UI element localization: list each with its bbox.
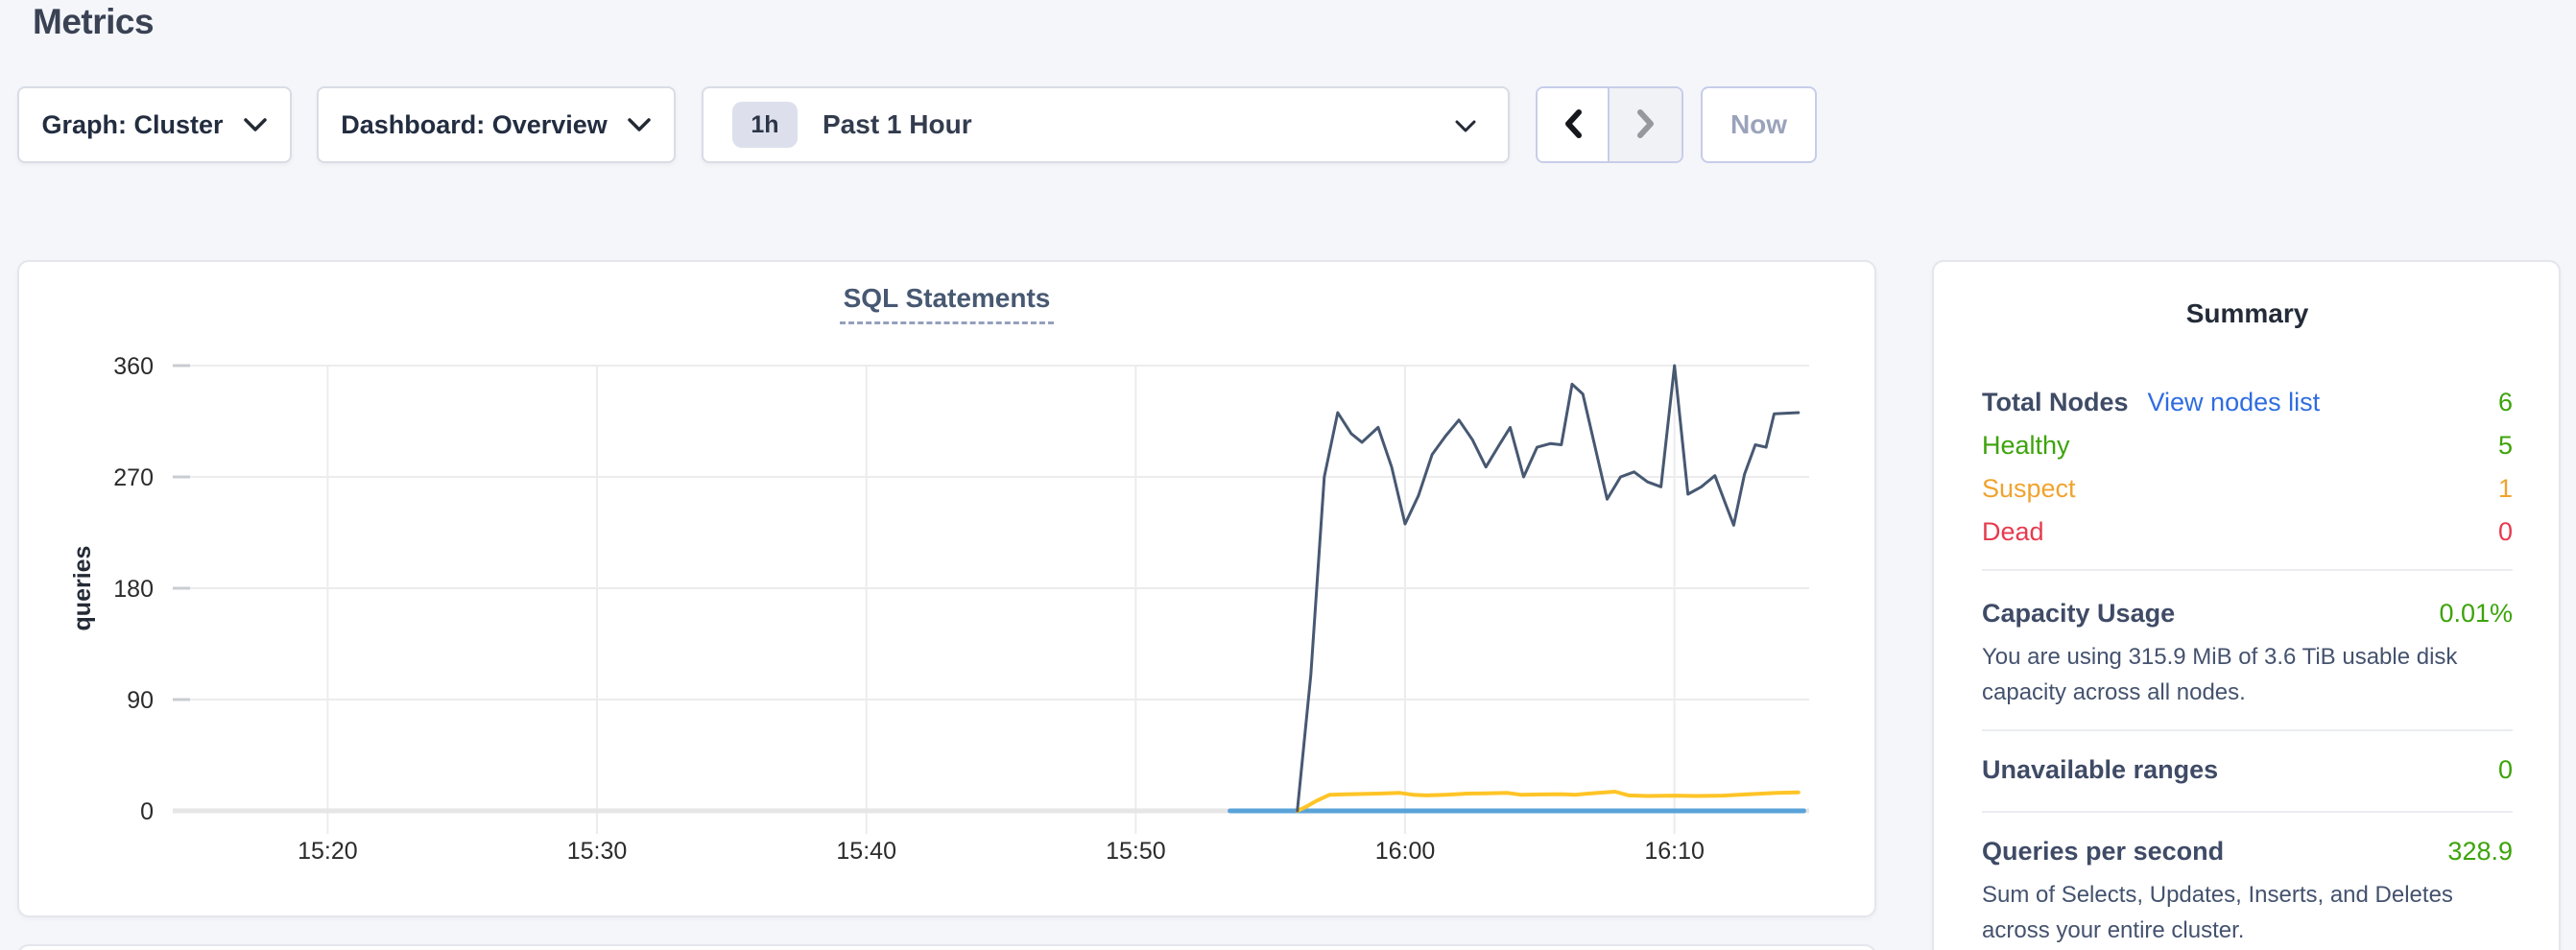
capacity-usage-label: Capacity Usage: [1982, 599, 2176, 628]
next-window-button[interactable]: [1610, 88, 1682, 161]
now-button[interactable]: Now: [1701, 86, 1817, 163]
svg-text:15:20: 15:20: [298, 838, 358, 865]
capacity-usage-description: You are using 315.9 MiB of 3.6 TiB usabl…: [1982, 644, 2458, 705]
dashboard-dropdown-label: Dashboard: Overview: [341, 109, 608, 139]
divider: [1982, 811, 2513, 813]
divider: [1982, 729, 2513, 731]
chart-title[interactable]: SQL Statements: [839, 283, 1055, 324]
unavailable-ranges-label: Unavailable ranges: [1982, 755, 2219, 784]
time-range-selector[interactable]: 1h Past 1 Hour: [702, 86, 1510, 163]
svg-text:16:10: 16:10: [1644, 838, 1705, 865]
queries-per-second-row: Queries per second 328.9: [1982, 830, 2513, 873]
time-range-badge: 1h: [732, 102, 798, 148]
svg-text:15:40: 15:40: [836, 838, 896, 865]
svg-text:180: 180: [113, 576, 154, 603]
view-nodes-list-link[interactable]: View nodes list: [2147, 388, 2321, 416]
svg-text:270: 270: [113, 464, 154, 491]
queries-per-second-description: Sum of Selects, Updates, Inserts, and De…: [1982, 882, 2453, 943]
summary-title: Summary: [2185, 298, 2309, 328]
capacity-usage-value: 0.01%: [2439, 599, 2513, 628]
previous-window-button[interactable]: [1538, 88, 1610, 161]
svg-text:15:50: 15:50: [1106, 838, 1166, 865]
page-title: Metrics: [33, 2, 155, 41]
total-nodes-value: 6: [2497, 388, 2513, 416]
chevron-right-icon: [1634, 107, 1658, 143]
queries-per-second-label: Queries per second: [1982, 837, 2225, 866]
unavailable-ranges-value: 0: [2497, 755, 2513, 784]
total-nodes-row: Total Nodes View nodes list 6: [1982, 381, 2513, 424]
healthy-label: Healthy: [1982, 431, 2070, 460]
queries-per-second-value: 328.9: [2447, 837, 2513, 866]
dashboard-dropdown[interactable]: Dashboard: Overview: [317, 86, 676, 163]
svg-text:16:00: 16:00: [1375, 838, 1436, 865]
dead-value: 0: [2497, 517, 2513, 546]
chevron-left-icon: [1561, 107, 1586, 143]
chevron-down-icon: [1454, 119, 1477, 139]
node-status-section: Total Nodes View nodes list 6 Healthy 5 …: [1982, 381, 2513, 554]
unavailable-ranges-row: Unavailable ranges 0: [1982, 748, 2513, 792]
graph-dropdown-label: Graph: Cluster: [41, 109, 224, 139]
svg-text:360: 360: [113, 353, 154, 380]
time-window-pager: [1536, 86, 1683, 163]
svg-text:0: 0: [140, 798, 154, 825]
dead-nodes-row: Dead 0: [1982, 511, 2513, 554]
sql-statements-card: SQL Statements 0 90 180 270 360 15:20 15:30 15:…: [17, 260, 1876, 917]
time-range-label: Past 1 Hour: [823, 109, 972, 139]
metrics-toolbar: Graph: Cluster Dashboard: Overview 1h Pa…: [0, 86, 2576, 163]
healthy-nodes-row: Healthy 5: [1982, 424, 2513, 467]
next-chart-card-edge: [17, 944, 1876, 950]
healthy-value: 5: [2497, 431, 2513, 460]
suspect-value: 1: [2497, 474, 2513, 503]
chevron-down-icon: [627, 117, 652, 133]
svg-text:queries: queries: [69, 546, 96, 631]
svg-text:90: 90: [127, 687, 154, 714]
total-nodes-label: Total Nodes: [1982, 388, 2129, 416]
capacity-usage-row: Capacity Usage 0.01%: [1982, 592, 2513, 635]
suspect-label: Suspect: [1982, 474, 2076, 503]
summary-panel: Summary Total Nodes View nodes list 6 He…: [1932, 260, 2561, 950]
sql-statements-plot[interactable]: 0 90 180 270 360 15:20 15:30 15:40 15:50 16:00 16:…: [19, 262, 1874, 895]
svg-text:15:30: 15:30: [567, 838, 628, 865]
chart-title-row: SQL Statements: [19, 283, 1874, 324]
dead-label: Dead: [1982, 517, 2044, 546]
chevron-down-icon: [243, 117, 268, 133]
divider: [1982, 569, 2513, 571]
suspect-nodes-row: Suspect 1: [1982, 467, 2513, 511]
graph-dropdown[interactable]: Graph: Cluster: [17, 86, 292, 163]
